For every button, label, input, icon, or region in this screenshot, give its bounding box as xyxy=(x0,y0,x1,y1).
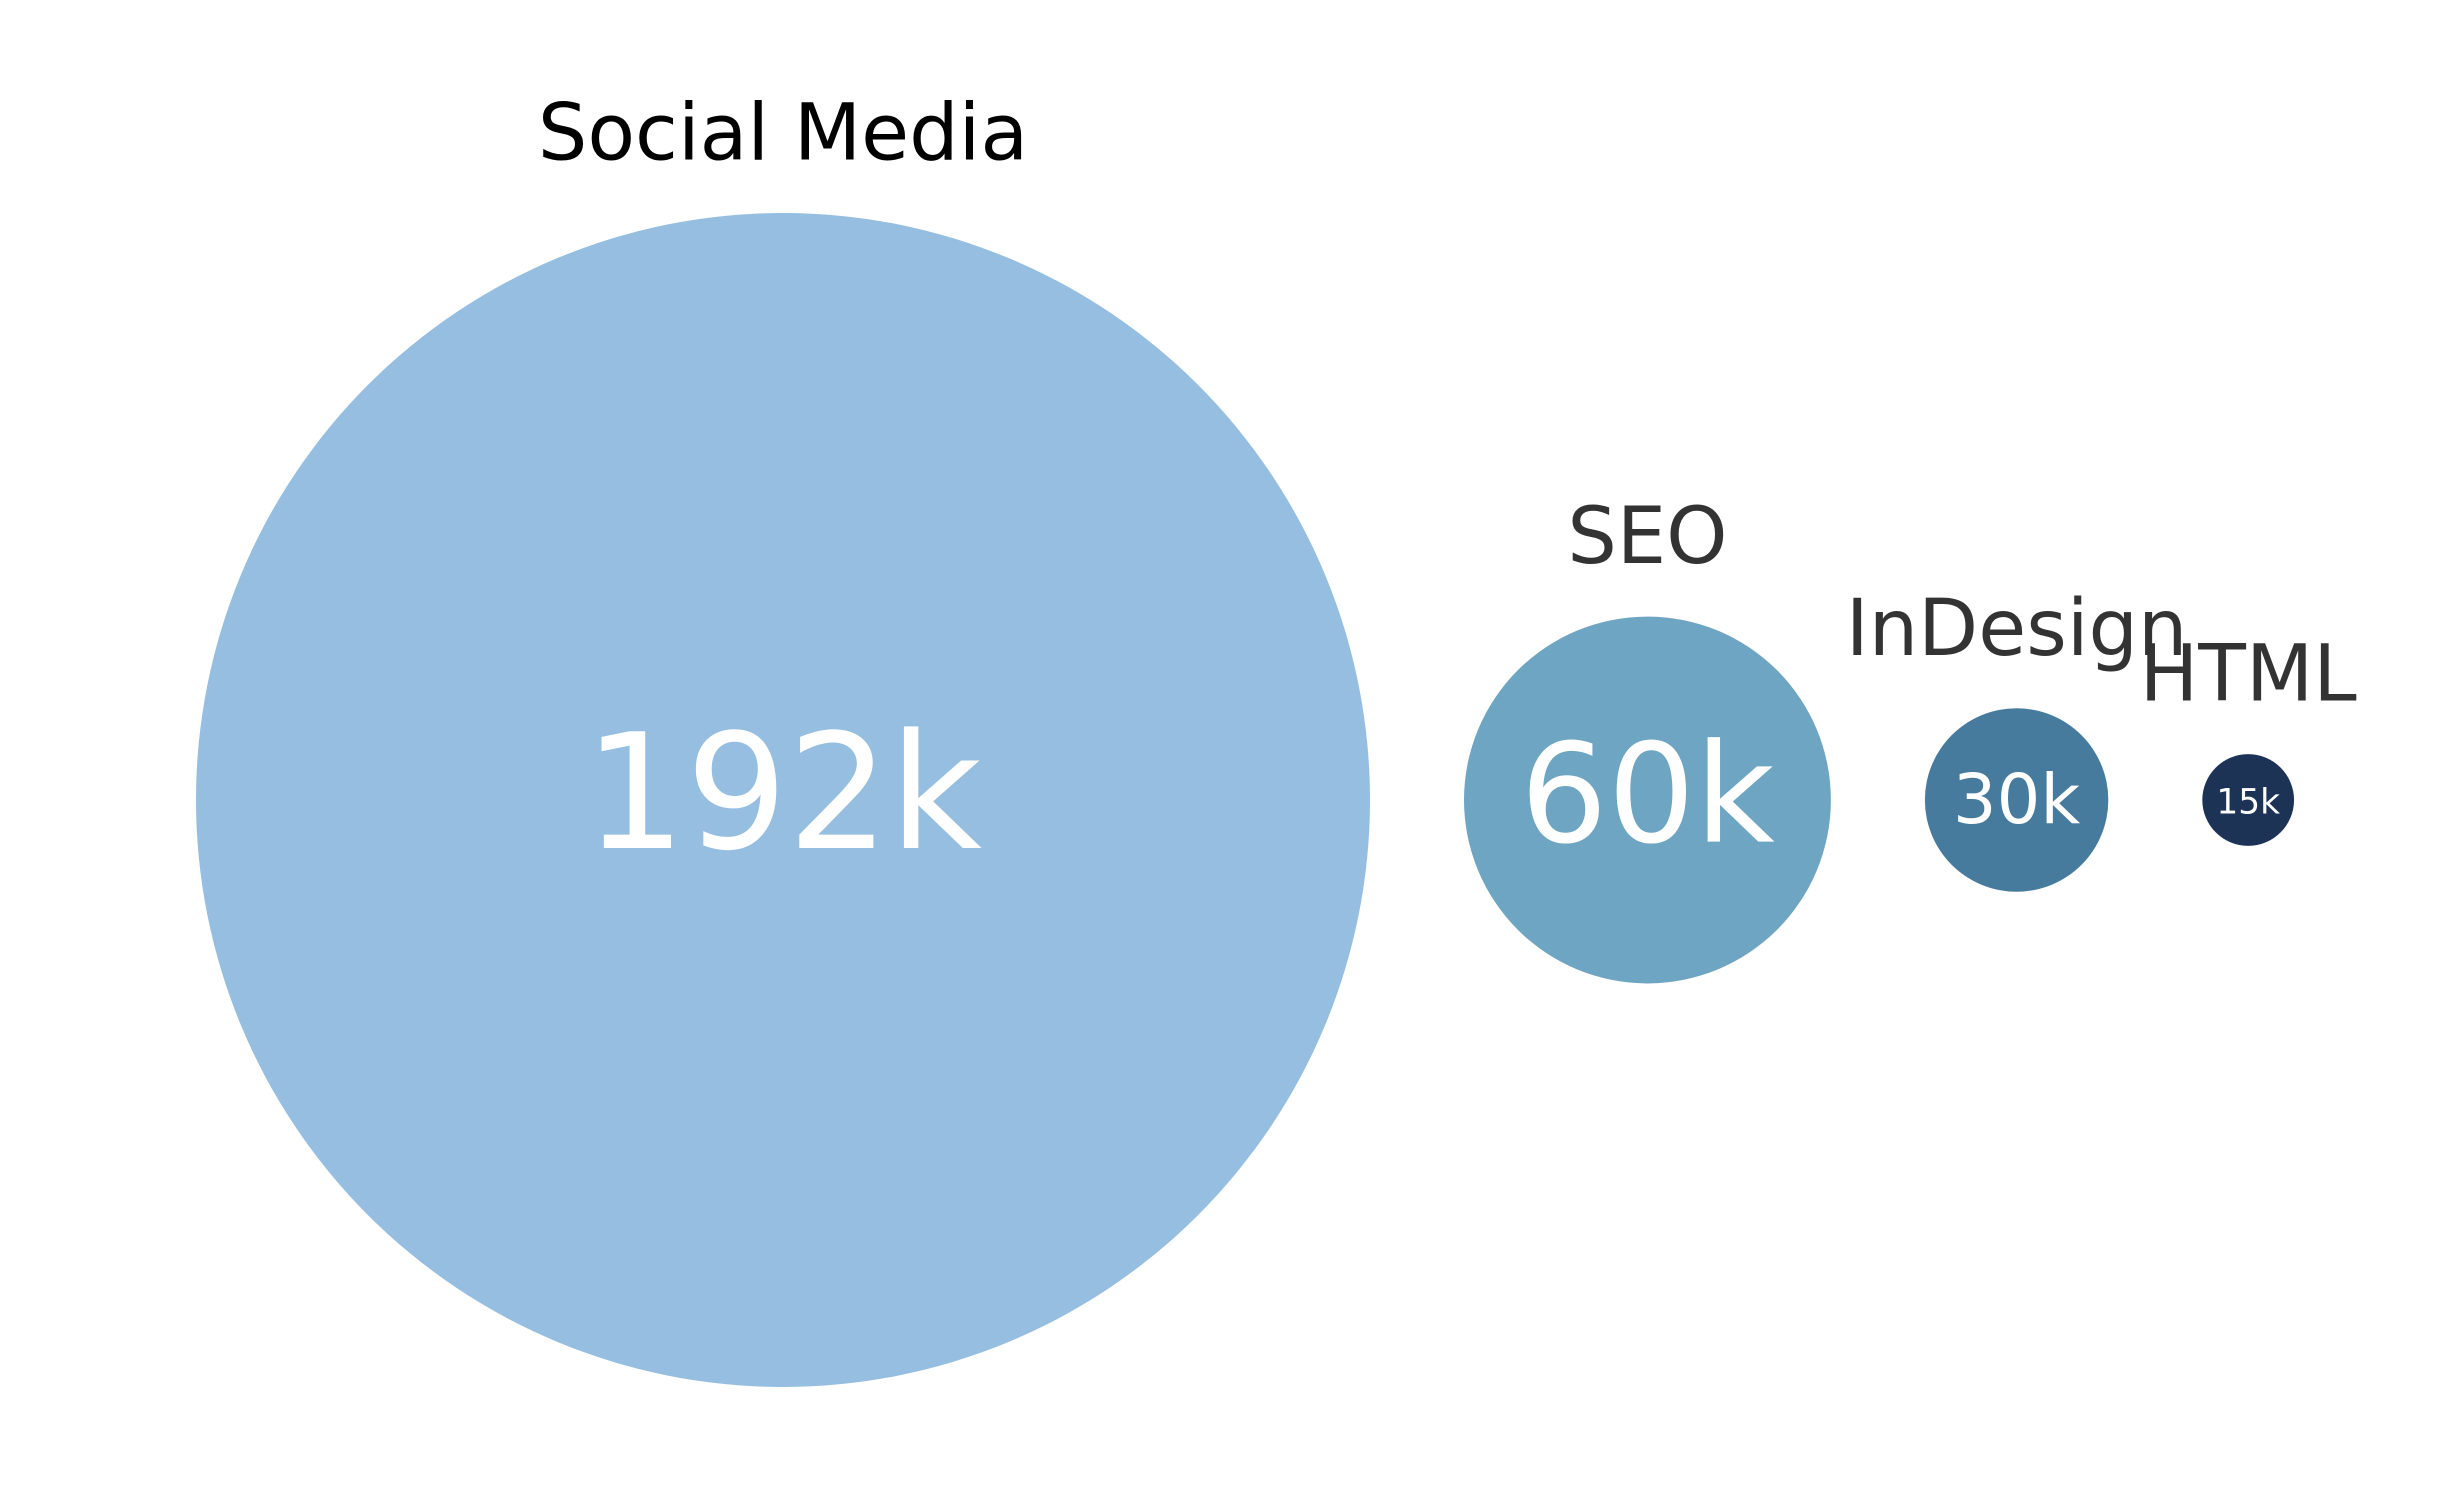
bubble-value-label: 192k xyxy=(584,699,982,886)
bubble-category-label: HTML xyxy=(2140,630,2358,720)
bubble-category-label: InDesign xyxy=(1846,584,2188,674)
bubble-value-label: 15k xyxy=(2216,783,2280,823)
bubble xyxy=(196,213,1370,1387)
bubble-value-label: 30k xyxy=(1953,760,2081,840)
bubble xyxy=(1464,616,1831,984)
bubble xyxy=(2202,754,2295,846)
bubble-category-label: Social Media xyxy=(538,88,1028,178)
bubble-category-label: SEO xyxy=(1567,492,1727,582)
bubble-value-label: 60k xyxy=(1520,715,1775,875)
bubble xyxy=(1924,708,2109,892)
